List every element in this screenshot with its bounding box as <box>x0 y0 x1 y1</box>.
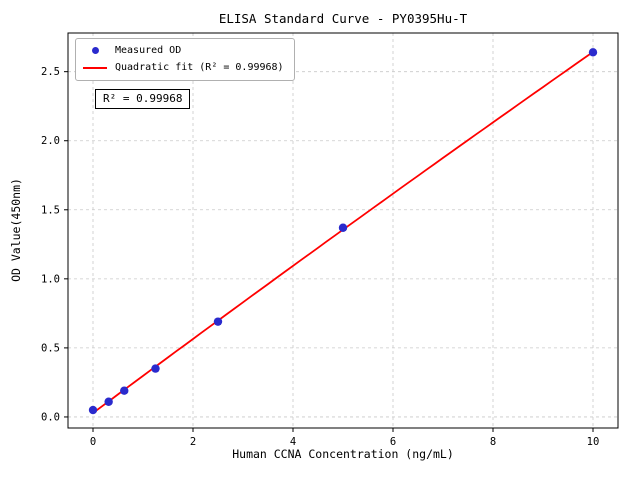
y-tick-label: 0.5 <box>41 342 60 354</box>
data-point <box>588 48 598 57</box>
legend-entry-quadratic-fit: Quadratic fit (R² = 0.99968) <box>82 61 284 74</box>
x-tick-label: 2 <box>190 436 196 448</box>
data-point <box>88 405 98 415</box>
legend-label: Measured OD <box>115 45 182 56</box>
legend-entry-measured-od: Measured OD <box>82 44 284 57</box>
legend-label: Quadratic fit (R² = 0.99968) <box>115 62 284 73</box>
chart-title: ELISA Standard Curve - PY0395Hu-T <box>219 11 468 26</box>
x-tick-label: 4 <box>290 436 296 448</box>
r-squared-annotation: R² = 0.99968 <box>95 89 191 109</box>
y-tick-label: 2.0 <box>41 135 60 147</box>
y-axis-label: OD Value(450nm) <box>9 178 23 282</box>
data-point <box>213 317 223 326</box>
x-tick-label: 6 <box>390 436 396 448</box>
y-tick-label: 1.5 <box>41 204 60 216</box>
x-axis-label: Human CCNA Concentration (ng/mL) <box>232 447 454 461</box>
y-tick-label: 2.5 <box>41 66 60 78</box>
data-point <box>104 397 113 406</box>
plot-layer: 0 2 4 6 8 10 0.0 0.5 1.0 1.5 2.0 2.5 <box>41 32 619 448</box>
legend-marker-area <box>82 66 108 69</box>
y-tick-label: 0.0 <box>41 411 60 423</box>
x-tick-label: 10 <box>587 436 600 448</box>
chart-legend: Measured OD Quadratic fit (R² = 0.99968) <box>75 38 295 81</box>
line-marker-icon <box>83 66 107 69</box>
x-tick-label: 8 <box>490 436 496 448</box>
x-tick-label: 0 <box>90 436 96 448</box>
data-point <box>120 386 129 395</box>
scatter-marker-icon <box>91 47 99 54</box>
legend-marker-area <box>82 47 108 54</box>
data-point <box>151 364 160 373</box>
plot-frame <box>67 32 619 429</box>
data-point <box>338 223 348 232</box>
y-tick-label: 1.0 <box>41 273 60 285</box>
